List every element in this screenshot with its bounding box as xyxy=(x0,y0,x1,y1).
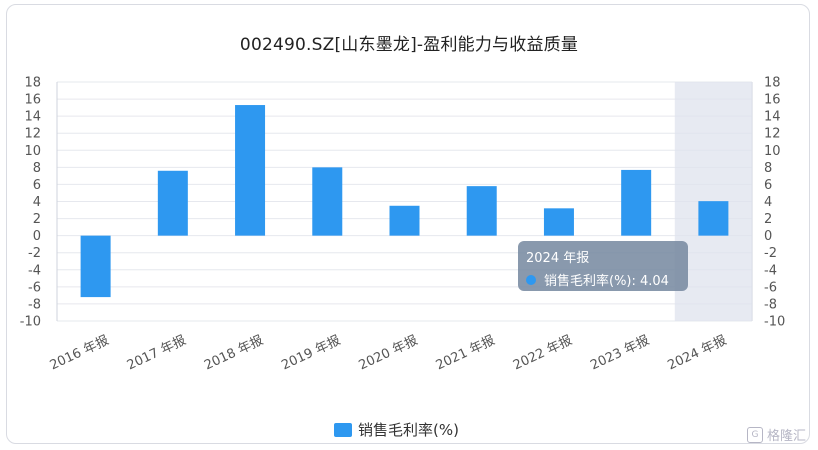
bar[interactable] xyxy=(698,201,729,236)
x-tick-label: 2018 年报 xyxy=(202,333,266,373)
y-tick-label-left: -8 xyxy=(28,297,41,312)
tooltip-title: 2024 年报 xyxy=(526,251,590,266)
legend[interactable]: 销售毛利率(%) xyxy=(334,419,459,440)
x-tick-label: 2023 年报 xyxy=(588,333,652,373)
y-tick-label-left: 12 xyxy=(24,127,41,142)
y-tick-label-right: 6 xyxy=(764,178,772,193)
bar[interactable] xyxy=(543,208,574,236)
y-tick-label-right: -6 xyxy=(764,280,777,295)
legend-label: 销售毛利率(%) xyxy=(358,421,459,439)
y-tick-label-left: -10 xyxy=(20,315,41,330)
y-tick-label-right: -10 xyxy=(764,315,785,330)
y-tick-label-left: 18 xyxy=(24,76,41,91)
x-tick-label: 2017 年报 xyxy=(125,333,189,373)
bar[interactable] xyxy=(157,170,188,236)
bar[interactable] xyxy=(621,169,652,236)
bar[interactable] xyxy=(389,205,420,236)
y-tick-label-right: -8 xyxy=(764,297,777,312)
x-tick-label: 2016 年报 xyxy=(48,333,112,373)
y-tick-label-right: 4 xyxy=(764,195,772,210)
y-tick-label-left: 2 xyxy=(33,212,41,227)
logo-icon: G xyxy=(746,426,763,443)
y-tick-label-right: 8 xyxy=(764,161,772,176)
x-tick-label: 2022 年报 xyxy=(511,333,575,373)
y-tick-label-left: 4 xyxy=(33,195,41,210)
y-tick-label-left: -6 xyxy=(28,280,41,295)
y-tick-label-right: 10 xyxy=(764,144,781,159)
y-tick-label-left: -4 xyxy=(28,263,41,278)
tooltip: 2024 年报 销售毛利率(%): 4.04 xyxy=(518,241,688,291)
bars xyxy=(80,105,729,298)
y-tick-label-right: -4 xyxy=(764,263,777,278)
y-tick-label-right: 12 xyxy=(764,127,781,142)
y-tick-label-left: 8 xyxy=(33,161,41,176)
y-tick-label-left: 0 xyxy=(33,229,41,244)
y-tick-label-right: 2 xyxy=(764,212,772,227)
x-tick-label: 2024 年报 xyxy=(665,333,729,373)
y-tick-label-right: 0 xyxy=(764,229,772,244)
chart-title: 002490.SZ[山东墨龙]-盈利能力与收益质量 xyxy=(239,35,579,55)
y-tick-label-left: -2 xyxy=(28,246,41,261)
y-tick-label-right: 14 xyxy=(764,110,781,125)
y-tick-label-right: -2 xyxy=(764,246,777,261)
x-tick-label: 2019 年报 xyxy=(279,333,343,373)
watermark-text: 格隆汇 xyxy=(766,429,806,444)
y-tick-label-left: 6 xyxy=(33,178,41,193)
x-tick-label: 2020 年报 xyxy=(357,333,421,373)
y-tick-label-right: 18 xyxy=(764,76,781,91)
y-tick-label-left: 14 xyxy=(24,110,41,125)
bar[interactable] xyxy=(80,235,111,298)
tooltip-row: 销售毛利率(%): 4.04 xyxy=(526,270,680,289)
bar[interactable] xyxy=(466,186,497,236)
x-axis: 2016 年报 2017 年报 2018 年报 2019 年报 2020 年报 2021 … xyxy=(48,333,729,373)
y-tick-label-left: 10 xyxy=(24,144,41,159)
legend-swatch xyxy=(334,422,352,437)
bar[interactable] xyxy=(235,105,266,236)
watermark: G 格隆汇 xyxy=(746,425,806,444)
x-tick-label: 2021 年报 xyxy=(434,333,498,373)
y-axis-left: 18 16 14 12 10 8 6 4 2 0 -2 -4 -6 -8 -10 xyxy=(20,76,41,330)
y-tick-label-left: 16 xyxy=(24,93,41,108)
tooltip-value: 销售毛利率(%): 4.04 xyxy=(544,274,669,289)
bar[interactable] xyxy=(312,167,343,236)
tooltip-series-dot xyxy=(526,274,536,285)
y-tick-label-right: 16 xyxy=(764,93,781,108)
y-axis-right: 18 16 14 12 10 8 6 4 2 0 -2 -4 -6 -8 -10 xyxy=(764,76,785,330)
